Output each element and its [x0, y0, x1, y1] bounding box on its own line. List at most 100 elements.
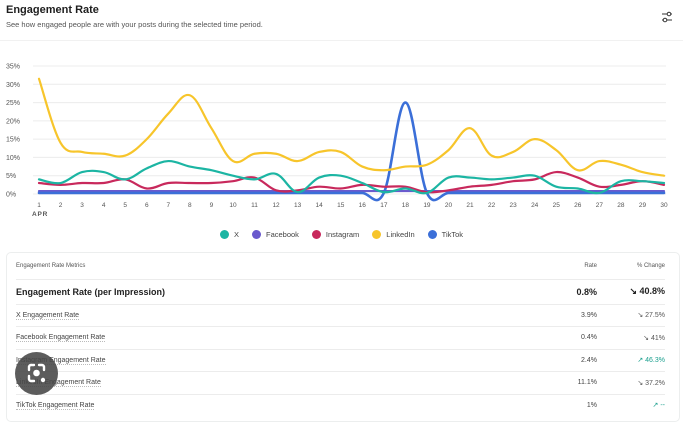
x-tick-label: 16 — [359, 202, 367, 209]
x-tick-label: 12 — [272, 202, 280, 209]
x-tick-label: 22 — [488, 202, 496, 209]
row-label[interactable]: LinkedIn Engagement Rate — [16, 379, 101, 387]
series-line-x[interactable] — [37, 159, 666, 195]
row-rate: 11.1% — [577, 379, 597, 386]
legend-item-instagram[interactable]: Instagram — [311, 230, 360, 239]
main-metric-label: Engagement Rate (per Impression) — [16, 286, 166, 297]
row-label-cell: X Engagement Rate — [16, 311, 537, 320]
table-row: LinkedIn Engagement Rate 11.1% ↘ 37.2% — [16, 372, 665, 395]
x-tick-label: 28 — [617, 202, 625, 209]
row-label[interactable]: TikTok Engagement Rate — [16, 401, 95, 410]
page-title: Engagement Rate — [6, 4, 99, 16]
x-tick-label: 30 — [660, 202, 668, 209]
x-axis-month-label: APR — [32, 211, 48, 218]
y-tick-label: 0% — [6, 192, 16, 199]
table-row: X Engagement Rate 3.9% ↘ 27.5% — [16, 304, 665, 327]
legend-swatch — [372, 230, 382, 239]
row-label-cell: Facebook Engagement Rate — [16, 334, 537, 342]
lens-search-button[interactable] — [15, 352, 58, 395]
x-tick-label: 24 — [531, 202, 539, 209]
x-tick-label: 7 — [166, 202, 170, 209]
x-tick-label: 13 — [294, 202, 302, 209]
y-tick-label: 25% — [6, 100, 20, 107]
legend-item-tiktok[interactable]: TikTok — [427, 230, 464, 239]
row-rate: 2.4% — [581, 356, 597, 364]
legend-swatch — [311, 230, 321, 239]
page-subtitle: See how engaged people are with your pos… — [6, 20, 263, 29]
header-metric: Engagement Rate Metrics — [16, 263, 86, 269]
x-tick-label: 11 — [251, 202, 258, 209]
legend-label: Instagram — [325, 230, 360, 239]
row-label[interactable]: X Engagement Rate — [16, 311, 80, 320]
x-tick-label: 23 — [510, 202, 518, 209]
main-metric-rate: 0.8% — [576, 286, 597, 297]
chart-legend: X Facebook Instagram LinkedIn TikTok — [0, 230, 683, 239]
table-row: Facebook Engagement Rate 0.4% ↘ 41% — [16, 327, 665, 350]
x-tick-label: 15 — [337, 202, 345, 209]
table-header: Engagement Rate Metrics Rate % Change — [16, 253, 665, 280]
legend-item-linkedin[interactable]: LinkedIn — [372, 230, 415, 239]
legend-label: LinkedIn — [386, 230, 415, 239]
header-change: % Change — [636, 263, 665, 269]
legend-swatch — [219, 230, 229, 239]
table-row: Instagram Engagement Rate 2.4% ↗ 46.3% — [16, 349, 665, 372]
legend-label: Facebook — [265, 230, 299, 239]
row-label[interactable]: Instagram Engagement Rate — [16, 356, 106, 365]
table-row-main: Engagement Rate (per Impression) 0.8% ↘ … — [16, 279, 665, 305]
y-tick-label: 35% — [6, 64, 20, 71]
main-metric-change: ↘ 40.8% — [629, 286, 665, 296]
sliders-icon — [662, 11, 672, 23]
series-line-tiktok[interactable] — [37, 101, 666, 202]
legend-label: X — [233, 230, 239, 239]
x-tick-label: 20 — [445, 202, 453, 209]
engagement-line-chart: 0%5%10%15%20%25%30%35% 1 2 3 4 5 6 7 8 9 10 11 12 13… — [6, 64, 668, 219]
legend-label: TikTok — [441, 230, 464, 239]
legend-item-x[interactable]: X — [219, 230, 239, 239]
series-line-instagram[interactable] — [37, 170, 666, 194]
row-rate: 0.4% — [581, 334, 597, 341]
row-change: ↘ 37.2% — [637, 379, 665, 387]
y-tick-label: 20% — [6, 118, 20, 125]
x-tick-label: 2 — [59, 202, 63, 209]
lens-search-icon — [27, 363, 46, 383]
x-tick-label: 5 — [123, 202, 127, 209]
x-tick-label: 3 — [80, 202, 84, 209]
y-axis-ticks: 0% 5% 10% 15% 20% 25% 30% 35% — [6, 64, 20, 199]
x-tick-label: 27 — [596, 202, 604, 209]
row-rate: 1% — [586, 401, 597, 409]
row-label-cell: TikTok Engagement Rate — [16, 401, 537, 410]
legend-item-facebook[interactable]: Facebook — [251, 230, 299, 239]
x-axis-ticks: 1 2 3 4 5 6 7 8 9 10 11 12 13 14 15 16 17 18 19 20 21 22 23 24 2… — [32, 202, 668, 218]
series-line-linkedin[interactable] — [37, 77, 666, 177]
row-change: ↗ -- — [652, 402, 665, 409]
header-rate: Rate — [584, 263, 597, 269]
x-tick-label: 9 — [210, 202, 214, 209]
y-tick-label: 5% — [6, 173, 16, 180]
row-change: ↗ 46.3% — [637, 357, 665, 364]
x-tick-label: 1 — [37, 202, 41, 209]
header-divider — [0, 40, 683, 41]
legend-swatch — [251, 230, 261, 239]
metrics-table: Engagement Rate Metrics Rate % Change En… — [6, 252, 680, 422]
x-tick-label: 6 — [145, 202, 149, 209]
row-label-cell: LinkedIn Engagement Rate — [16, 379, 537, 387]
x-tick-label: 25 — [553, 202, 561, 209]
row-rate: 3.9% — [581, 311, 597, 319]
row-label[interactable]: Facebook Engagement Rate — [16, 334, 106, 342]
settings-button[interactable] — [660, 10, 674, 24]
x-tick-label: 14 — [316, 202, 324, 209]
y-tick-label: 30% — [6, 82, 20, 89]
row-change: ↘ 41% — [643, 334, 665, 342]
row-change: ↘ 27.5% — [637, 312, 665, 319]
chart-series — [37, 77, 666, 202]
x-tick-label: 10 — [229, 202, 237, 209]
y-tick-label: 10% — [6, 155, 20, 162]
x-tick-label: 4 — [102, 202, 106, 209]
chart-header: Engagement Rate See how engaged people a… — [6, 4, 263, 29]
x-tick-label: 19 — [423, 202, 431, 209]
x-tick-label: 29 — [639, 202, 647, 209]
y-tick-label: 15% — [6, 137, 20, 144]
x-tick-label: 17 — [380, 202, 388, 209]
x-tick-label: 18 — [402, 202, 410, 209]
row-label-cell: Instagram Engagement Rate — [16, 356, 537, 365]
